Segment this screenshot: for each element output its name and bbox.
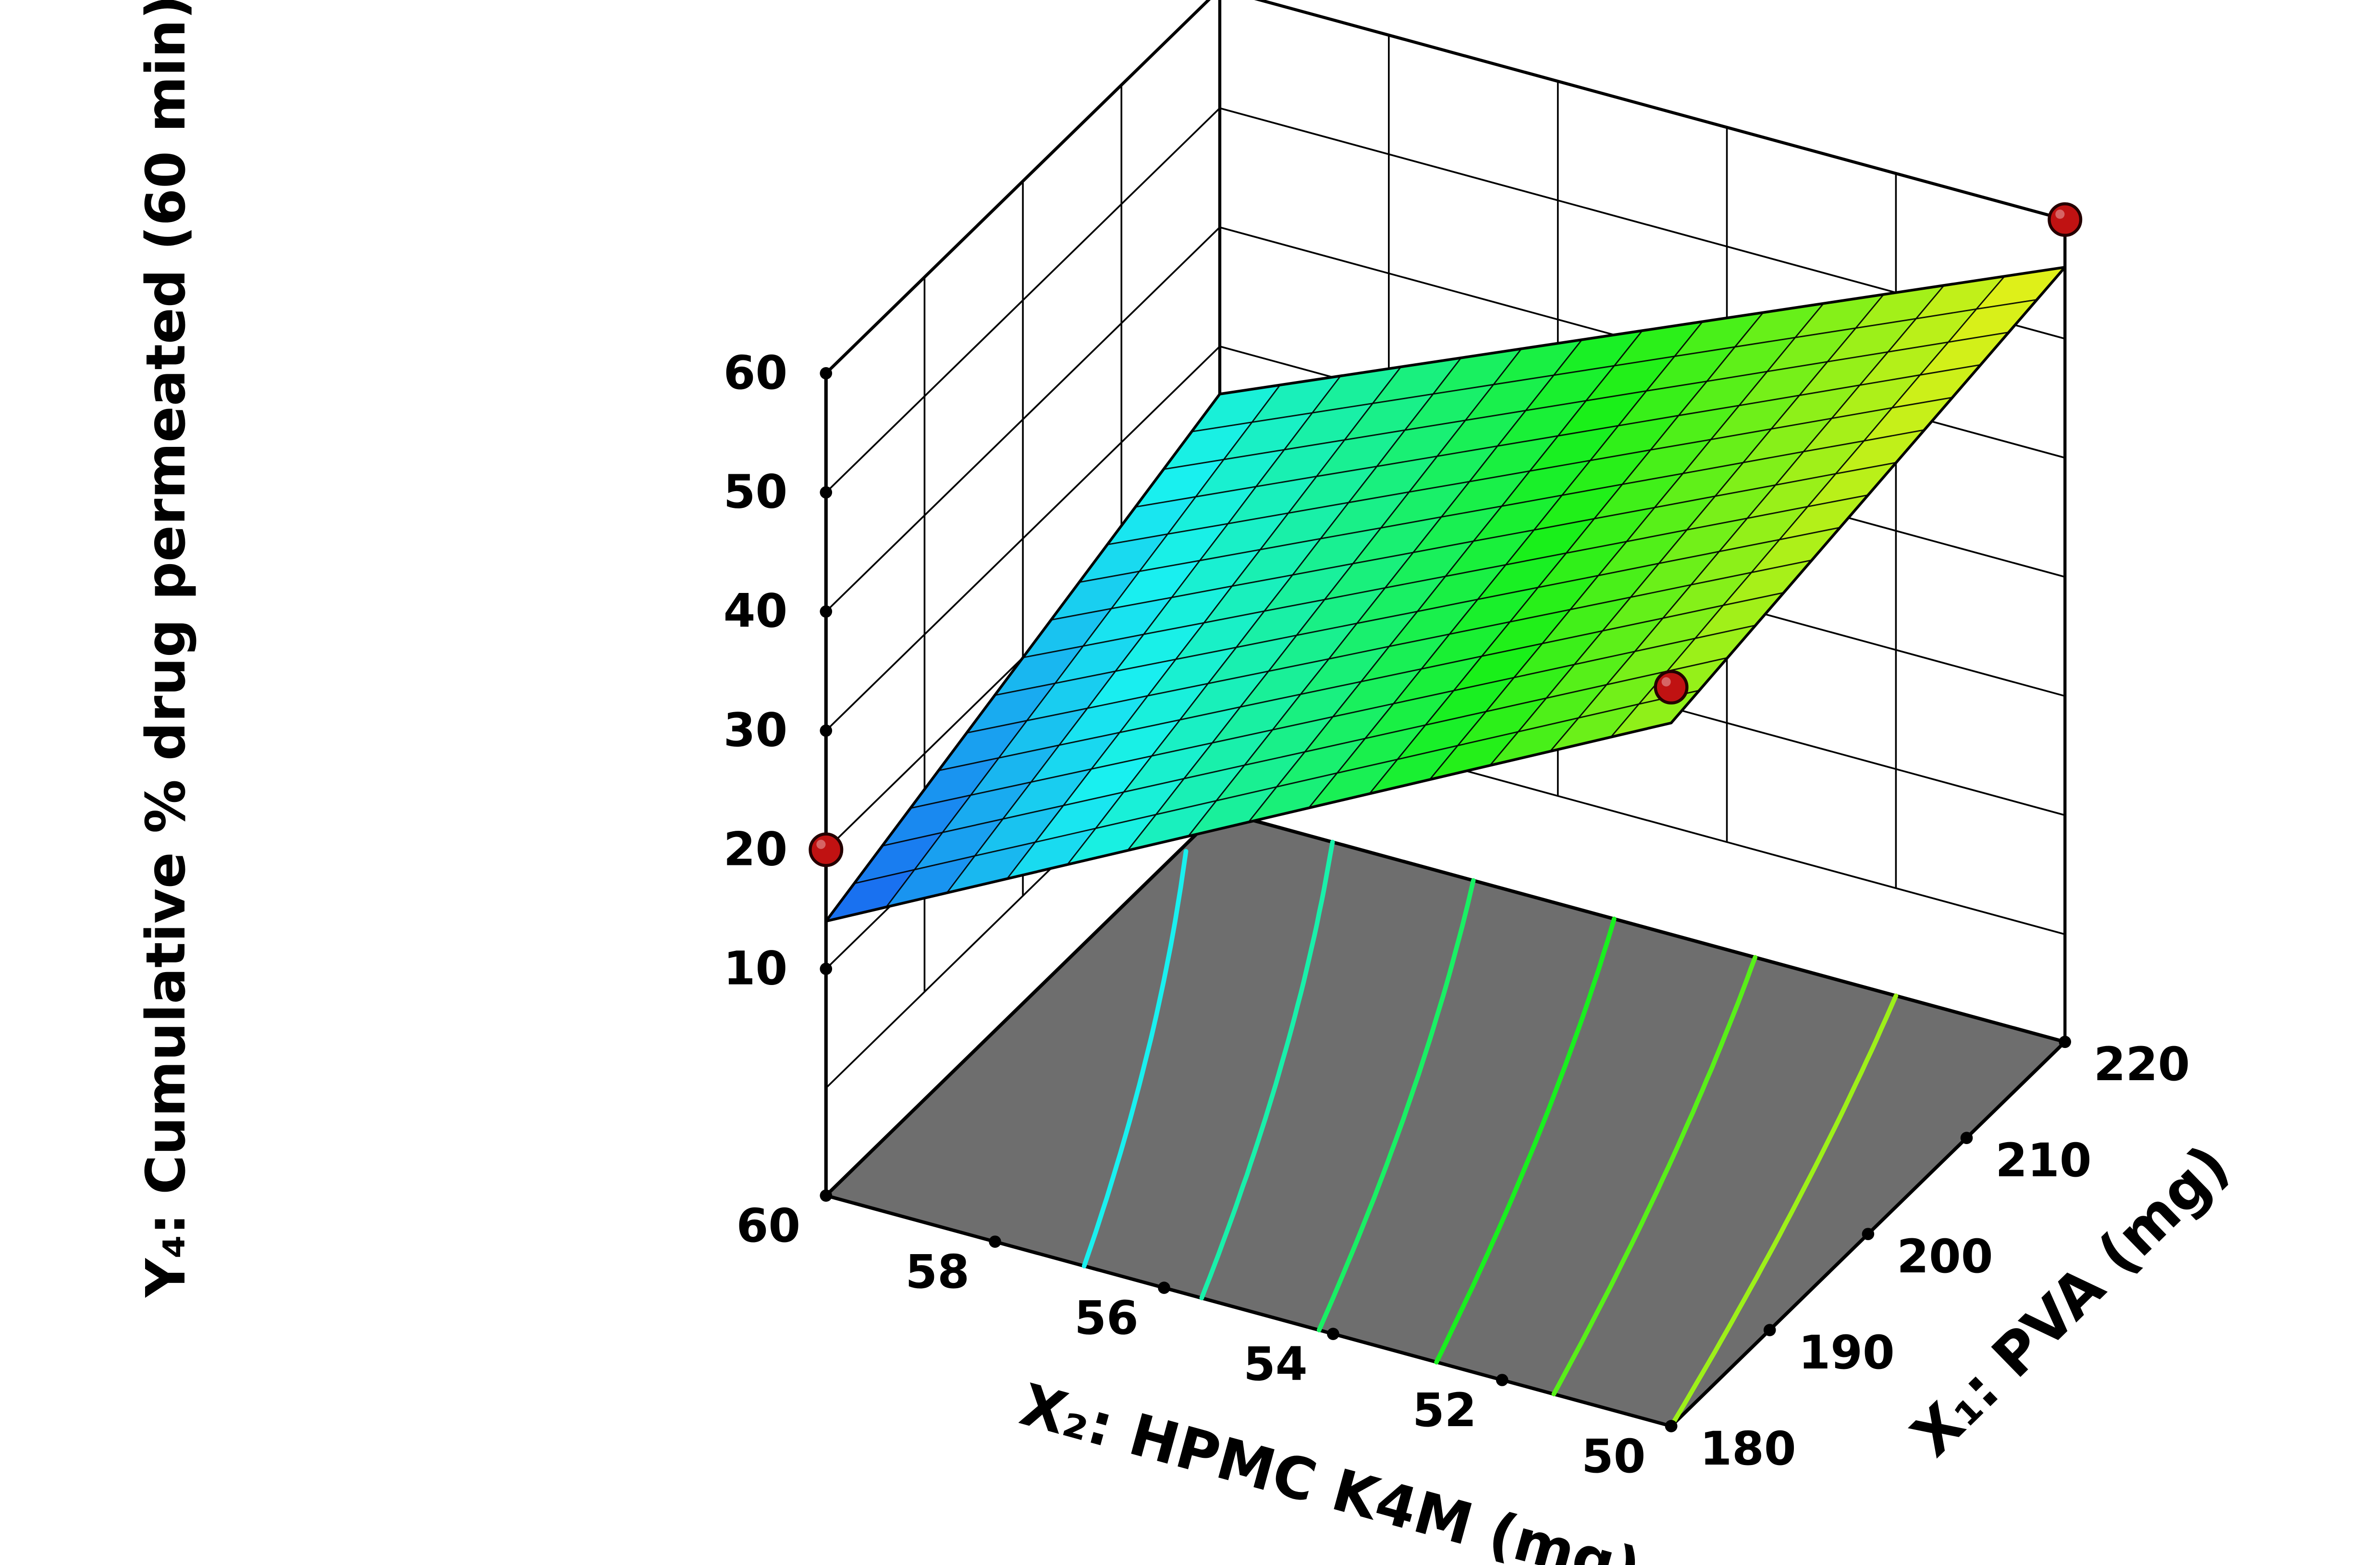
x2-axis-tick-label: 56 — [1074, 1291, 1139, 1345]
design-point — [809, 832, 844, 867]
x2-axis-tick-label: 60 — [736, 1199, 801, 1253]
design-point-highlight — [816, 839, 826, 849]
contour-line-35 — [1316, 878, 1476, 1332]
x1-axis-tick-marker — [1665, 1420, 1678, 1432]
x1-axis-tick-label: 190 — [1798, 1326, 1894, 1380]
x2-axis-tick-label: 58 — [905, 1245, 969, 1299]
contour-line-40 — [1434, 916, 1617, 1365]
z-axis-tick-label: 20 — [724, 822, 788, 876]
x2-axis-tick-marker — [820, 1189, 833, 1202]
contour-line-30 — [1199, 839, 1335, 1301]
x1-axis-tick-marker — [1960, 1132, 1973, 1144]
x1-axis-tick-marker — [1763, 1324, 1776, 1336]
x1-axis-tick-label: 180 — [1700, 1422, 1796, 1476]
contour-line-50 — [1668, 993, 1899, 1429]
x2-axis-title: X₂: HPMC K4M (mg) — [1014, 1371, 1648, 1565]
z-axis-title: Y₄: Cumulative % drug permeated (60 min) — [135, 0, 197, 1298]
x2-axis-tick-label: 54 — [1243, 1337, 1308, 1391]
x2-axis-tick-marker — [1158, 1282, 1170, 1294]
design-points — [809, 202, 2083, 867]
contour-line-45 — [1551, 955, 1758, 1396]
floor-contours — [1081, 839, 1899, 1429]
z-axis-tick-marker — [820, 605, 833, 618]
design-point — [1654, 670, 1689, 705]
z-axis-tick-label: 60 — [724, 346, 788, 400]
contour-line-25 — [1081, 849, 1189, 1269]
x2-axis-tick-marker — [1327, 1328, 1339, 1340]
surface-boundary — [824, 266, 2067, 923]
design-point — [2048, 202, 2083, 237]
z-axis-tick-label: 30 — [724, 703, 788, 757]
x2-axis-tick-marker — [1496, 1374, 1509, 1386]
z-axis-tick-marker — [820, 486, 833, 499]
x1-axis-tick-label: 200 — [1897, 1230, 1993, 1283]
z-axis-tick-label: 50 — [724, 465, 788, 519]
x2-axis-tick-label: 50 — [1582, 1429, 1646, 1483]
floor-contour-plane — [822, 809, 2069, 1429]
x1-axis-tick-marker — [2059, 1035, 2072, 1048]
x2-axis-tick-label: 52 — [1412, 1383, 1477, 1437]
z-axis-tick-marker — [820, 724, 833, 737]
x1-axis-tick-label: 220 — [2094, 1037, 2190, 1091]
design-point-highlight — [1661, 677, 1671, 687]
z-axis-tick-marker — [820, 962, 833, 975]
x1-axis-tick-marker — [1862, 1228, 1875, 1240]
z-axis-tick-marker — [820, 367, 833, 380]
z-axis-tick-label: 40 — [724, 584, 788, 638]
design-point-highlight — [2055, 209, 2065, 219]
z-axis-tick-label: 10 — [724, 941, 788, 995]
response-surface-mesh — [824, 266, 2067, 923]
x2-axis-tick-marker — [989, 1235, 1001, 1248]
x1-axis-tick-label: 210 — [1995, 1134, 2091, 1187]
